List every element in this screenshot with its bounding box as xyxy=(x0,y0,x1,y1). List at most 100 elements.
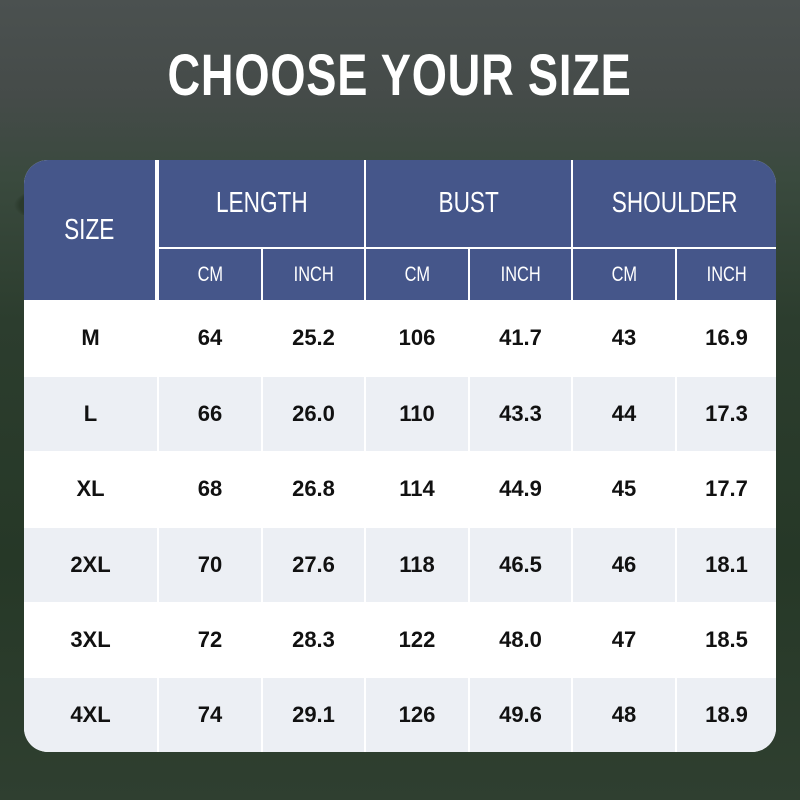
table-cell-text: 18.1 xyxy=(705,551,748,577)
header-group: SHOULDER xyxy=(573,160,776,247)
table-cell-text: 41.7 xyxy=(499,325,542,350)
table-cell: 122 xyxy=(366,603,468,677)
size-label-text: M xyxy=(81,325,100,350)
table-cell: 25.2 xyxy=(263,301,364,375)
table-cell: 114 xyxy=(366,452,468,526)
table-cell: 70 xyxy=(159,527,261,602)
size-label: 2XL xyxy=(24,527,157,602)
table-cell-text: 48.0 xyxy=(499,626,542,652)
table-cell: 26.0 xyxy=(263,377,364,452)
table-cell: 26.8 xyxy=(263,452,364,526)
table-cell-text: 16.9 xyxy=(705,325,748,350)
size-chart-table: SIZE LENGTH CM INCH BUST CM INCH SHOULDER CM INCH… xyxy=(24,160,776,752)
table-cell-text: 106 xyxy=(398,325,436,350)
table-cell-text: 26.8 xyxy=(292,476,335,502)
table-cell: 126 xyxy=(366,678,468,752)
table-cell: 43 xyxy=(573,301,675,375)
size-label: 3XL xyxy=(24,603,157,677)
table-cell: 45 xyxy=(573,452,675,526)
size-label-text: 4XL xyxy=(70,702,111,727)
table-cell-text: 68 xyxy=(197,476,223,502)
header-unit-text: CM xyxy=(197,262,223,286)
table-cell: 41.7 xyxy=(470,301,571,375)
table-cell-text: 46.5 xyxy=(499,551,542,577)
table-cell-text: 114 xyxy=(399,476,435,502)
table-cell: 118 xyxy=(366,527,468,602)
table-cell: 18.9 xyxy=(677,678,776,752)
table-cell-text: 122 xyxy=(398,626,436,652)
table-cell-text: 43 xyxy=(611,325,637,350)
table-cell: 27.6 xyxy=(263,527,364,602)
table-cell-text: 66 xyxy=(197,401,223,427)
table-cell-text: 17.7 xyxy=(705,476,748,502)
table-cell-text: 118 xyxy=(399,551,435,577)
table-cell: 46 xyxy=(573,527,675,602)
table-cell-text: 45 xyxy=(611,476,637,502)
table-cell-text: 72 xyxy=(197,626,223,652)
table-cell-text: 25.2 xyxy=(292,325,335,350)
table-cell: 46.5 xyxy=(470,527,571,602)
header-unit-text: CM xyxy=(404,262,430,286)
table-cell: 48 xyxy=(573,678,675,752)
table-cell-text: 48 xyxy=(611,702,637,727)
header-group-text: SHOULDER xyxy=(611,187,738,219)
table-cell: 68 xyxy=(159,452,261,526)
size-label-text: 2XL xyxy=(70,551,111,577)
size-label-text: XL xyxy=(76,476,105,502)
size-label-text: L xyxy=(83,401,98,427)
table-cell-text: 49.6 xyxy=(499,702,542,727)
table-cell: 106 xyxy=(366,301,468,375)
size-label: 4XL xyxy=(24,678,157,752)
header-unit: CM xyxy=(366,249,468,300)
table-cell-text: 18.5 xyxy=(705,626,748,652)
table-cell: 49.6 xyxy=(470,678,571,752)
table-cell: 47 xyxy=(573,603,675,677)
header-unit: INCH xyxy=(263,249,364,300)
header-unit: CM xyxy=(159,249,261,300)
table-cell-text: 74 xyxy=(197,702,223,727)
table-cell-text: 17.3 xyxy=(705,401,748,427)
size-label: XL xyxy=(24,452,157,526)
table-cell-text: 110 xyxy=(399,401,435,427)
table-cell: 17.3 xyxy=(677,377,776,452)
table-cell: 28.3 xyxy=(263,603,364,677)
table-cell-text: 29.1 xyxy=(292,702,335,727)
page-title: CHOOSE YOUR SIZE xyxy=(167,43,633,108)
table-cell-text: 70 xyxy=(197,551,223,577)
table-cell-text: 44.9 xyxy=(499,476,542,502)
table-cell-text: 44 xyxy=(611,401,637,427)
size-label-text: 3XL xyxy=(70,626,111,652)
table-cell-text: 46 xyxy=(611,551,637,577)
table-cell-text: 43.3 xyxy=(499,401,542,427)
size-label: M xyxy=(24,301,157,375)
table-cell-text: 126 xyxy=(398,702,436,727)
header-unit-text: INCH xyxy=(293,262,334,286)
table-cell: 110 xyxy=(366,377,468,452)
table-cell: 48.0 xyxy=(470,603,571,677)
table-cell: 74 xyxy=(159,678,261,752)
table-cell: 16.9 xyxy=(677,301,776,375)
header-group: BUST xyxy=(366,160,571,247)
header-unit-text: INCH xyxy=(706,262,747,286)
header-group-text: BUST xyxy=(438,187,499,219)
table-cell: 43.3 xyxy=(470,377,571,452)
table-cell-text: 28.3 xyxy=(292,626,335,652)
table-cell: 44.9 xyxy=(470,452,571,526)
header-size-text: SIZE xyxy=(64,213,115,246)
header-size: SIZE xyxy=(24,160,155,300)
table-cell-text: 47 xyxy=(611,626,637,652)
header-group-text: LENGTH xyxy=(215,187,308,219)
table-cell: 66 xyxy=(159,377,261,452)
table-cell: 44 xyxy=(573,377,675,452)
table-cell-text: 26.0 xyxy=(292,401,335,427)
header-unit-text: INCH xyxy=(500,262,541,286)
header-unit: CM xyxy=(573,249,675,300)
header-unit-text: CM xyxy=(611,262,637,286)
header-unit: INCH xyxy=(677,249,776,300)
header-unit: INCH xyxy=(470,249,571,300)
size-label: L xyxy=(24,377,157,452)
table-cell: 72 xyxy=(159,603,261,677)
table-cell-text: 27.6 xyxy=(292,551,335,577)
table-cell: 64 xyxy=(159,301,261,375)
table-cell: 18.1 xyxy=(677,527,776,602)
